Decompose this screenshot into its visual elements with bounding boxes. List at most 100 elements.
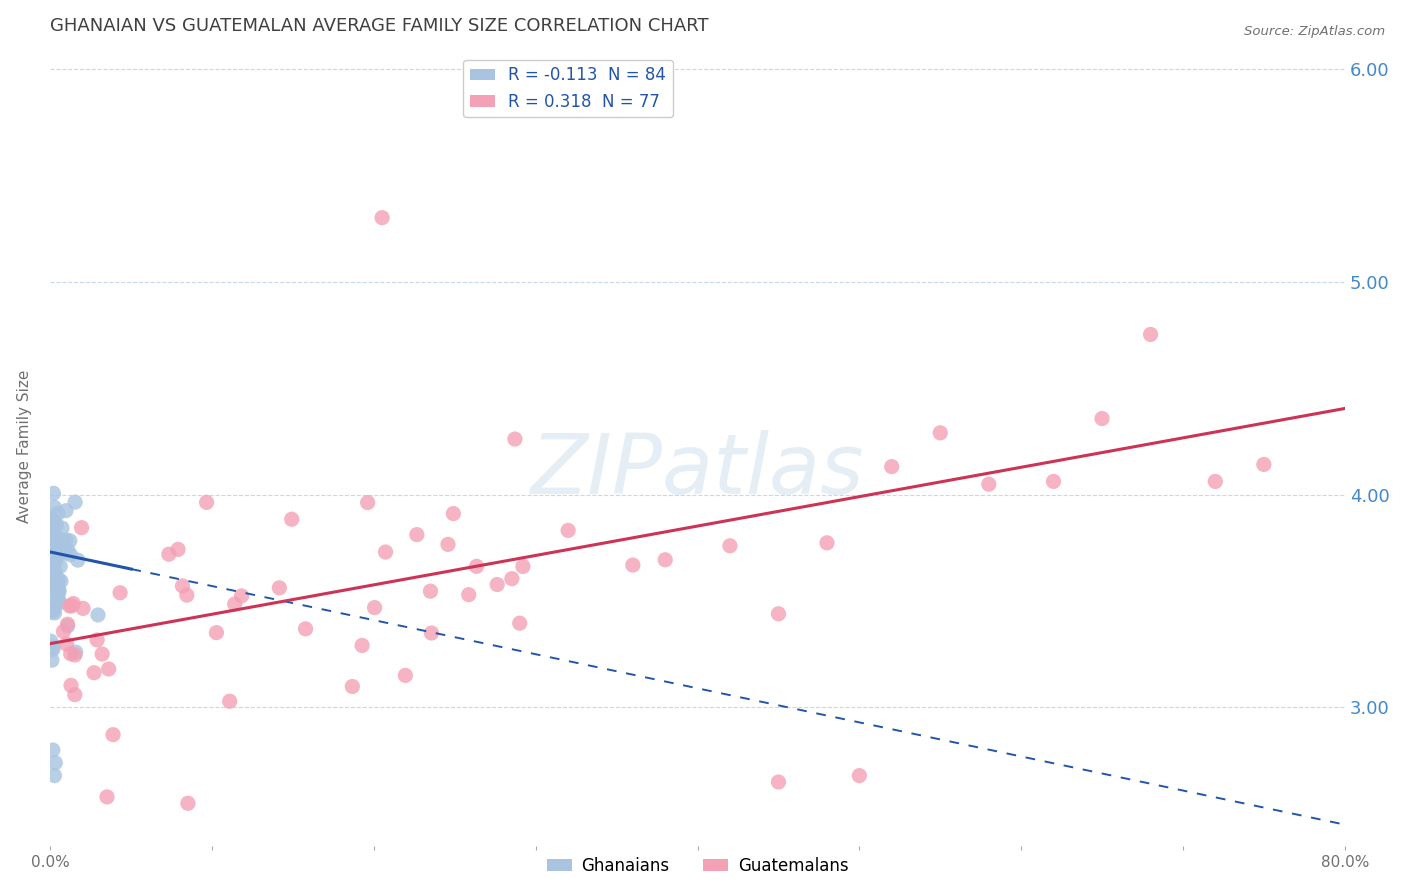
Point xyxy=(51,521,73,535)
Point xyxy=(60,599,83,613)
Point xyxy=(46,531,69,545)
Point xyxy=(46,587,69,601)
Point xyxy=(42,599,65,614)
Point xyxy=(42,486,65,500)
Point xyxy=(44,549,66,563)
Point xyxy=(356,495,378,509)
Point xyxy=(49,559,72,574)
Point xyxy=(55,637,77,651)
Point xyxy=(44,606,66,620)
Point xyxy=(66,553,89,567)
Point xyxy=(59,533,82,548)
Point xyxy=(815,536,838,550)
Point xyxy=(41,516,63,530)
Point xyxy=(512,559,534,574)
Point xyxy=(172,579,194,593)
Point xyxy=(205,625,228,640)
Point xyxy=(768,607,790,621)
Point xyxy=(48,539,70,553)
Point xyxy=(41,531,63,545)
Point xyxy=(218,694,240,708)
Point xyxy=(44,538,66,552)
Point xyxy=(44,568,66,582)
Point xyxy=(1253,458,1275,472)
Point xyxy=(96,789,118,804)
Point xyxy=(420,626,443,640)
Point xyxy=(87,607,110,622)
Point xyxy=(281,512,304,526)
Point xyxy=(44,769,66,783)
Point xyxy=(83,665,105,680)
Point xyxy=(457,588,479,602)
Point xyxy=(44,574,66,589)
Point xyxy=(60,678,83,692)
Point xyxy=(880,459,903,474)
Point xyxy=(63,495,86,509)
Point xyxy=(48,541,70,556)
Point xyxy=(42,574,65,589)
Point xyxy=(977,477,1000,491)
Point xyxy=(465,559,488,574)
Point xyxy=(509,616,531,631)
Point xyxy=(48,573,70,587)
Point xyxy=(177,797,200,811)
Point xyxy=(503,432,526,446)
Point xyxy=(39,634,62,648)
Point xyxy=(441,507,464,521)
Point xyxy=(44,565,66,579)
Point xyxy=(44,577,66,591)
Point xyxy=(63,688,86,702)
Point xyxy=(45,576,67,591)
Point xyxy=(1091,411,1114,425)
Point xyxy=(65,645,87,659)
Point xyxy=(42,603,65,617)
Point xyxy=(371,211,394,225)
Point xyxy=(41,602,63,616)
Point xyxy=(557,524,579,538)
Point xyxy=(437,537,460,551)
Point xyxy=(1204,475,1226,489)
Point xyxy=(501,572,523,586)
Point xyxy=(63,648,86,662)
Point xyxy=(44,500,66,515)
Point xyxy=(48,538,70,552)
Point xyxy=(45,549,67,564)
Point xyxy=(44,597,66,611)
Point xyxy=(59,599,82,613)
Point xyxy=(394,668,416,682)
Point xyxy=(39,511,62,525)
Point xyxy=(44,598,66,612)
Point xyxy=(49,596,72,610)
Point xyxy=(44,514,66,528)
Point xyxy=(91,647,114,661)
Point xyxy=(46,507,69,521)
Point xyxy=(55,546,77,560)
Point xyxy=(42,599,65,613)
Point xyxy=(45,546,67,560)
Point xyxy=(42,642,65,657)
Point xyxy=(46,547,69,561)
Point xyxy=(101,728,124,742)
Text: GHANAIAN VS GUATEMALAN AVERAGE FAMILY SIZE CORRELATION CHART: GHANAIAN VS GUATEMALAN AVERAGE FAMILY SI… xyxy=(51,17,709,35)
Point xyxy=(59,548,82,562)
Point xyxy=(44,756,66,770)
Point xyxy=(45,553,67,567)
Point xyxy=(45,533,67,547)
Point xyxy=(39,524,62,539)
Point xyxy=(1139,327,1161,342)
Point xyxy=(363,600,385,615)
Point xyxy=(44,574,66,588)
Point xyxy=(44,570,66,584)
Point xyxy=(176,588,198,602)
Point xyxy=(39,558,62,572)
Point xyxy=(1042,475,1064,489)
Point xyxy=(42,566,65,580)
Point xyxy=(56,542,79,557)
Point xyxy=(59,647,82,661)
Point xyxy=(41,569,63,583)
Point xyxy=(167,542,190,557)
Point xyxy=(52,624,75,639)
Point xyxy=(486,577,509,591)
Point xyxy=(419,584,441,599)
Point xyxy=(41,538,63,552)
